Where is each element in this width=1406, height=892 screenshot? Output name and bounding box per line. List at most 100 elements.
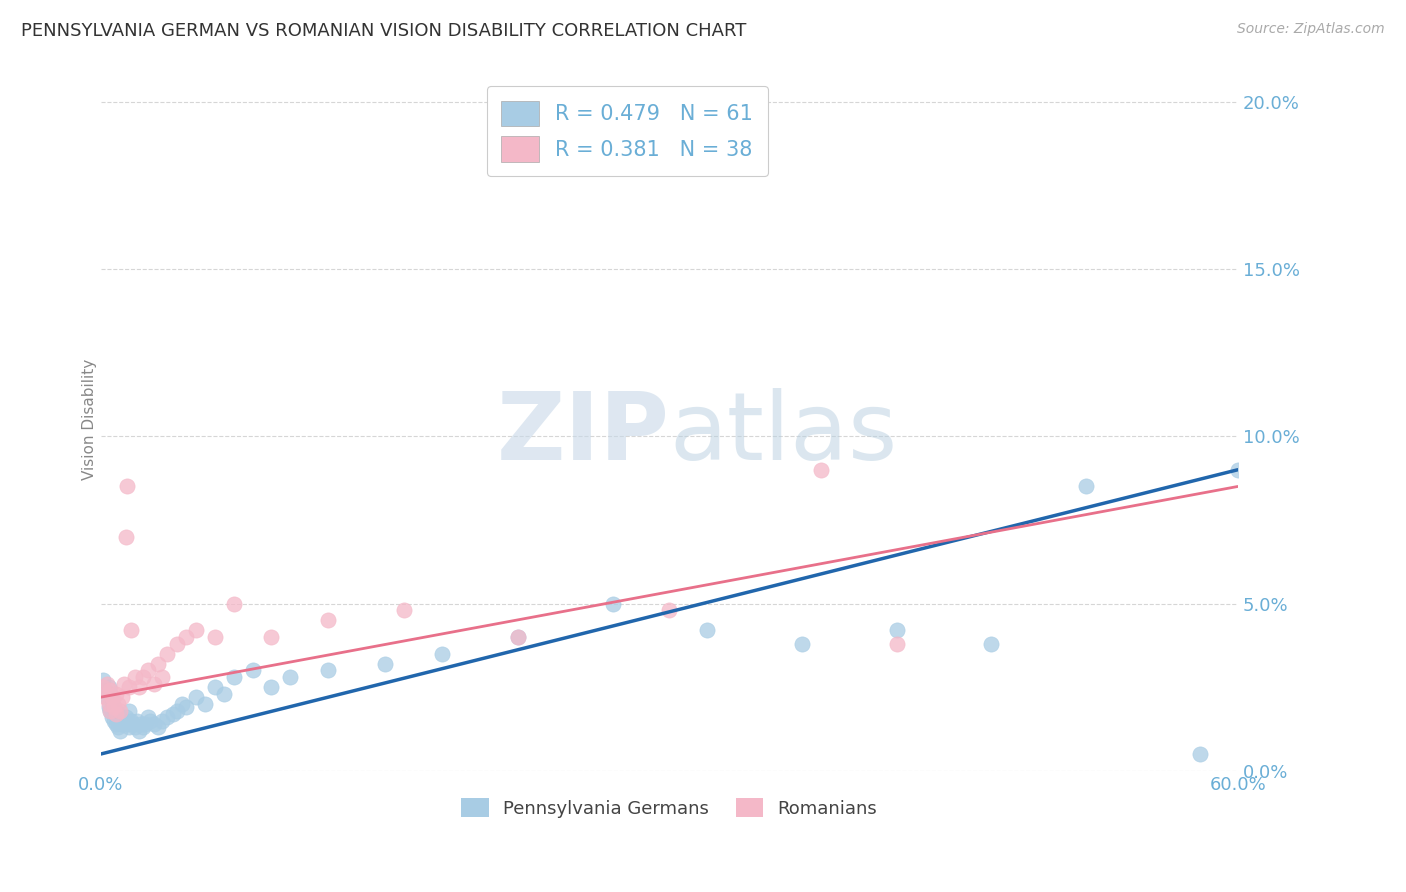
Point (134, 717, 156, 731)
Point (139, 714, 162, 728)
Point (124, 720, 146, 734)
Point (174, 700, 197, 714)
Point (136, 664, 159, 678)
Point (184, 624, 207, 638)
Point (174, 630, 197, 644)
Point (91, 680, 114, 694)
Point (101, 690, 124, 705)
Point (602, 597, 624, 611)
Point (156, 647, 179, 661)
Point (129, 717, 152, 731)
Point (100, 704, 122, 718)
Point (112, 677, 135, 691)
Point (120, 624, 142, 638)
Point (280, 670, 302, 684)
Point (166, 637, 188, 651)
Point (118, 720, 141, 734)
Point (1226, 463, 1249, 477)
Point (374, 657, 396, 671)
Point (97, 700, 120, 714)
Point (107, 720, 129, 734)
Point (506, 630, 529, 644)
Point (194, 697, 217, 711)
Point (114, 710, 136, 724)
Point (118, 704, 141, 718)
Point (118, 680, 141, 694)
Point (100, 683, 122, 698)
Point (96, 677, 118, 691)
Point (980, 637, 1002, 651)
Point (1188, 747, 1211, 761)
Point (222, 670, 245, 684)
Point (117, 717, 139, 731)
Point (131, 720, 153, 734)
Point (146, 720, 169, 734)
Point (97, 680, 120, 694)
Point (124, 670, 146, 684)
Point (790, 637, 813, 651)
Point (105, 706, 128, 721)
Point (172, 697, 194, 711)
Point (97, 697, 120, 711)
Point (108, 710, 131, 724)
Point (111, 690, 134, 705)
Point (107, 697, 129, 711)
Point (150, 714, 173, 728)
Point (93, 690, 115, 705)
Point (136, 710, 159, 724)
Point (696, 624, 718, 638)
Point (93, 683, 115, 698)
Point (1076, 479, 1098, 493)
Text: ZIP: ZIP (496, 388, 669, 480)
Point (100, 687, 122, 701)
Text: Source: ZipAtlas.com: Source: ZipAtlas.com (1237, 22, 1385, 37)
Point (658, 603, 681, 617)
Point (117, 479, 139, 493)
Point (212, 687, 235, 701)
Point (108, 704, 131, 718)
Point (101, 710, 124, 724)
Point (260, 630, 283, 644)
Point (96, 690, 118, 705)
Point (103, 700, 125, 714)
Point (318, 664, 340, 678)
Text: PENNSYLVANIA GERMAN VS ROMANIAN VISION DISABILITY CORRELATION CHART: PENNSYLVANIA GERMAN VS ROMANIAN VISION D… (21, 22, 747, 40)
Point (91, 673, 114, 688)
Point (100, 704, 122, 718)
Y-axis label: Vision Disability: Vision Disability (83, 359, 97, 480)
Point (156, 710, 179, 724)
Point (886, 624, 908, 638)
Point (886, 637, 908, 651)
Point (318, 613, 340, 627)
Point (810, 463, 832, 477)
Point (103, 714, 125, 728)
Point (112, 714, 135, 728)
Point (506, 630, 529, 644)
Point (260, 680, 283, 694)
Point (105, 717, 128, 731)
Point (114, 530, 136, 544)
Point (120, 714, 142, 728)
Point (143, 677, 166, 691)
Point (184, 690, 207, 705)
Point (162, 706, 184, 721)
Point (122, 717, 145, 731)
Point (128, 723, 150, 738)
Text: atlas: atlas (669, 388, 897, 480)
Point (101, 693, 124, 707)
Point (111, 717, 134, 731)
Point (107, 706, 129, 721)
Point (146, 657, 169, 671)
Point (166, 704, 188, 718)
Point (430, 647, 453, 661)
Point (392, 603, 415, 617)
Point (103, 700, 125, 714)
Point (222, 597, 245, 611)
Point (105, 687, 128, 701)
Point (125, 714, 148, 728)
Point (143, 717, 166, 731)
Point (204, 680, 226, 694)
Point (128, 680, 150, 694)
Point (105, 704, 128, 718)
Point (131, 670, 153, 684)
